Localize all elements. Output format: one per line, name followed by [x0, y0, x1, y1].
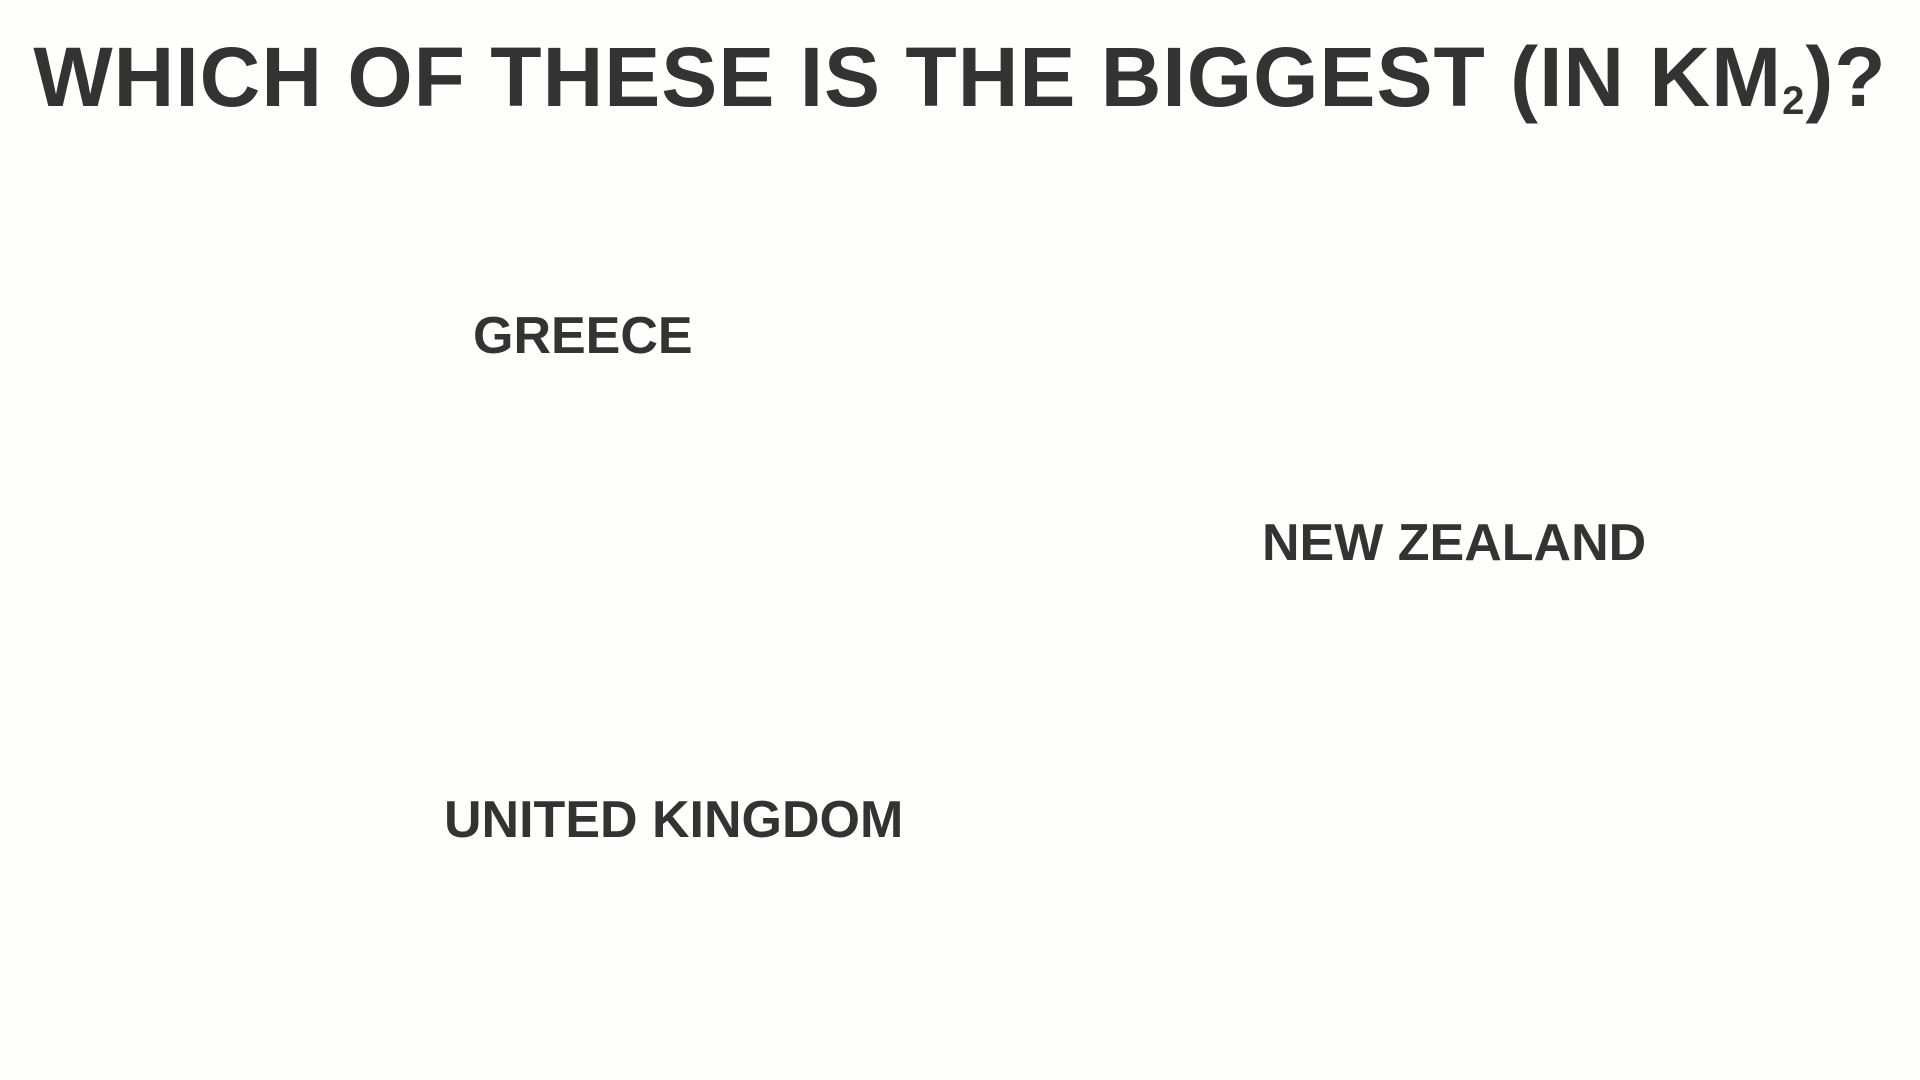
answer-option-greece[interactable]: GREECE: [473, 307, 693, 365]
question-title-text: WHICH OF THESE IS THE BIGGEST (IN KM: [33, 30, 1783, 124]
question-title: WHICH OF THESE IS THE BIGGEST (IN KM2)?: [0, 22, 1920, 156]
question-title-subscript: 2: [1782, 79, 1806, 123]
answer-option-united-kingdom[interactable]: UNITED KINGDOM: [444, 791, 904, 849]
answer-option-new-zealand[interactable]: NEW ZEALAND: [1262, 514, 1647, 572]
question-title-end: )?: [1805, 30, 1887, 124]
